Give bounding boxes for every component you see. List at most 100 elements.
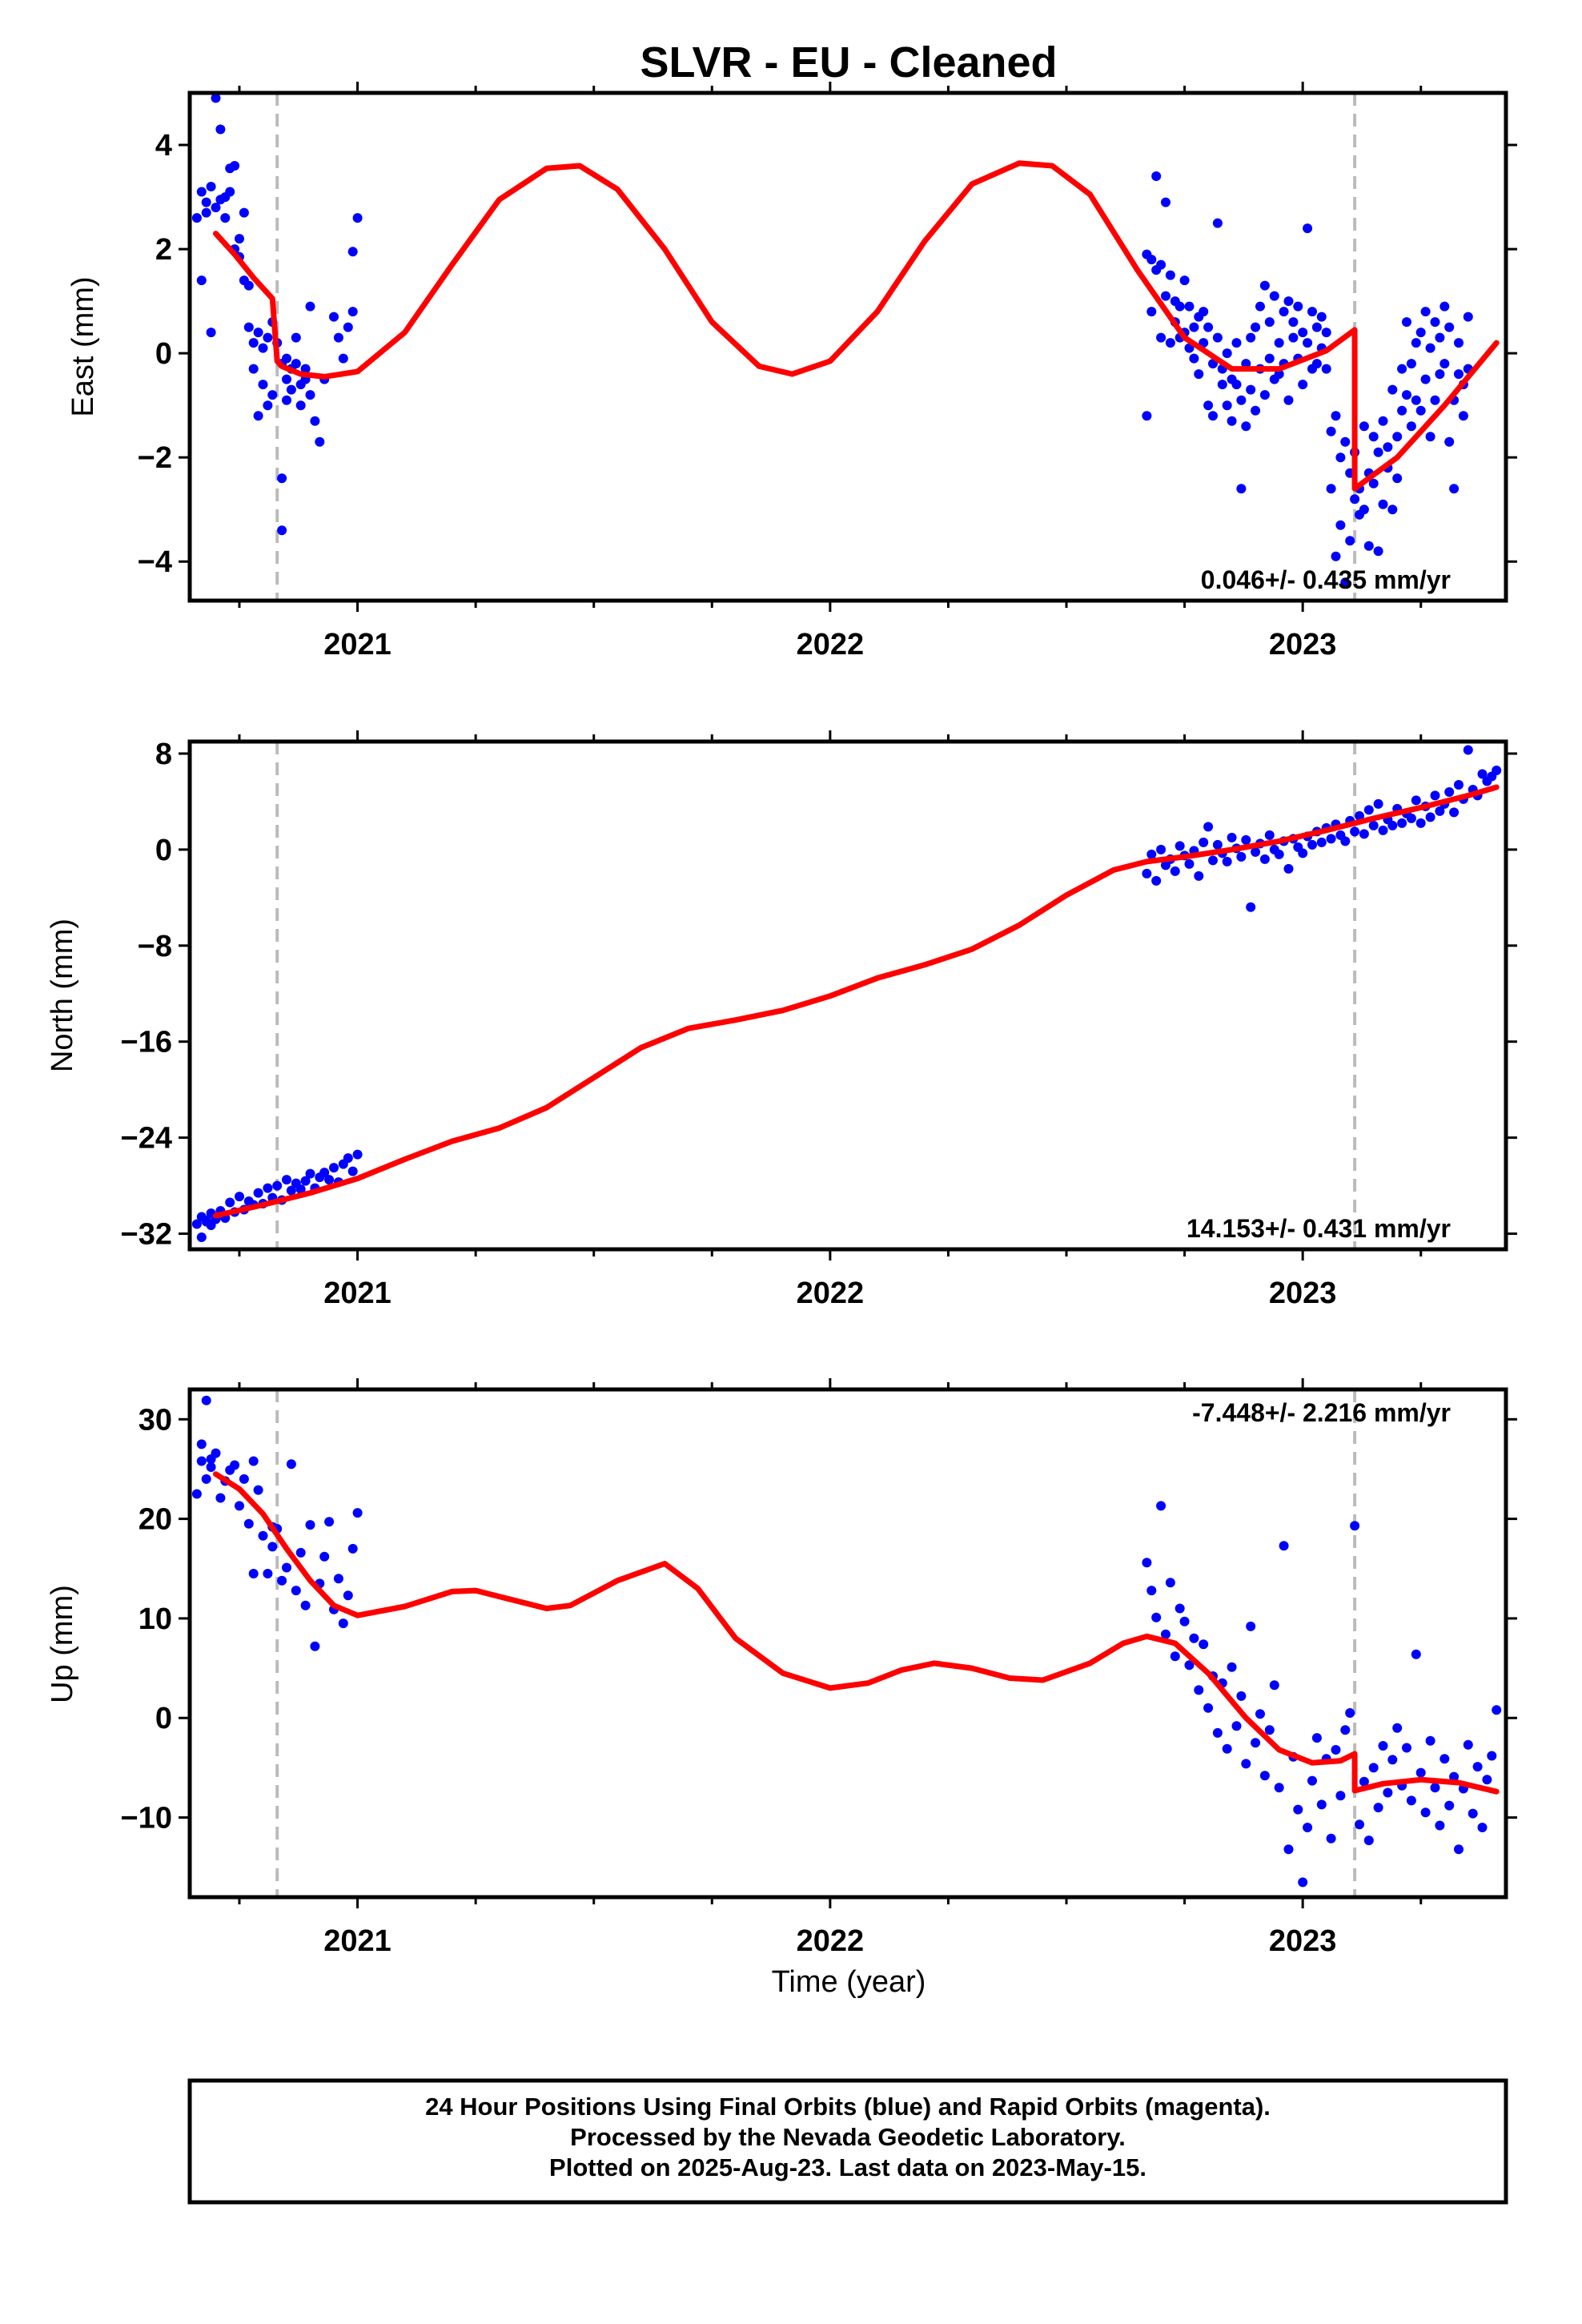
east-data-point	[1430, 317, 1440, 328]
up-data-point	[1392, 1723, 1403, 1733]
east-data-point	[1415, 328, 1426, 338]
east-xtick-label: 2023	[1269, 628, 1337, 661]
east-data-point	[347, 307, 358, 317]
north-xtick-label: 2023	[1269, 1277, 1337, 1310]
east-xtick-label: 2021	[323, 628, 391, 661]
east-data-point	[239, 207, 249, 218]
up-data-point	[1259, 1771, 1270, 1781]
east-data-point	[1444, 322, 1455, 332]
east-data-point	[191, 213, 202, 223]
east-data-point	[1430, 395, 1440, 405]
east-data-point	[1165, 270, 1175, 280]
east-data-point	[1217, 380, 1227, 390]
east-data-point	[1303, 223, 1313, 234]
up-data-point	[1326, 1833, 1336, 1844]
north-ytick-label: −16	[121, 1026, 172, 1059]
up-data-point	[291, 1586, 301, 1596]
east-data-point	[286, 384, 296, 395]
east-data-point	[258, 380, 268, 390]
up-data-point	[300, 1600, 311, 1610]
north-xtick-label: 2021	[323, 1277, 391, 1310]
east-data-point	[1397, 405, 1407, 416]
east-data-point	[1227, 416, 1237, 426]
east-data-point	[1435, 369, 1445, 380]
up-data-point	[1402, 1743, 1411, 1753]
east-data-point	[1439, 359, 1450, 369]
east-data-point	[1288, 317, 1299, 328]
up-data-point	[1236, 1691, 1247, 1701]
east-data-point	[1251, 322, 1261, 332]
east-data-point	[1203, 400, 1214, 411]
east-data-point	[310, 416, 320, 426]
east-model-line	[213, 160, 1500, 492]
east-data-point	[215, 124, 226, 135]
east-data-point	[1259, 280, 1270, 291]
east-data-point	[1269, 291, 1279, 301]
up-ytick-label: 30	[139, 1403, 172, 1437]
up-ytick-label: 0	[155, 1702, 172, 1735]
north-data-point	[225, 1197, 235, 1208]
east-data-point	[1439, 301, 1450, 312]
up-data-point	[1492, 1705, 1502, 1715]
up-data-point	[1255, 1709, 1265, 1719]
east-data-point	[1415, 405, 1426, 416]
east-data-point	[1251, 405, 1261, 416]
east-data-point	[1199, 307, 1209, 317]
up-data-point	[1449, 1771, 1460, 1782]
east-data-point	[1311, 322, 1322, 332]
east-data-point	[211, 203, 221, 213]
north-data-point	[191, 1219, 202, 1229]
up-data-point	[1359, 1776, 1369, 1787]
east-data-point	[1363, 541, 1374, 551]
north-data-point	[1326, 834, 1336, 844]
up-data-point	[1189, 1633, 1199, 1643]
up-data-point	[1378, 1741, 1388, 1751]
east-data-point	[1194, 369, 1204, 380]
east-data-point	[1142, 411, 1152, 421]
footer-line-3: Plotted on 2025-Aug-23. Last data on 202…	[549, 2153, 1146, 2181]
north-ytick-label: 8	[155, 738, 172, 771]
up-data-point	[1179, 1616, 1190, 1626]
north-plot-area	[191, 742, 1502, 1249]
up-data-point	[295, 1547, 306, 1558]
up-data-point	[201, 1395, 211, 1405]
up-data-point	[310, 1641, 320, 1651]
east-data-point	[1246, 332, 1256, 343]
east-data-point	[295, 400, 306, 411]
up-xtick-label: 2021	[323, 1924, 391, 1958]
up-data-point	[1482, 1775, 1492, 1785]
east-data-point	[1321, 328, 1331, 338]
east-data-point	[206, 182, 216, 191]
east-data-point	[196, 275, 207, 286]
north-data-point	[1259, 854, 1270, 864]
east-axis-label: East (mm)	[66, 276, 100, 416]
north-model-line	[213, 784, 1500, 1219]
east-data-point	[1411, 338, 1421, 348]
up-data-point	[1415, 1767, 1426, 1778]
east-data-point	[1350, 494, 1360, 505]
east-data-point	[211, 93, 221, 103]
up-data-point	[286, 1459, 296, 1470]
east-data-point	[1435, 332, 1445, 343]
east-data-point	[1463, 312, 1473, 322]
up-data-point	[1335, 1791, 1346, 1801]
up-data-point	[248, 1456, 259, 1466]
east-data-point	[235, 234, 244, 244]
east-data-point	[243, 280, 254, 291]
north-data-point	[1363, 805, 1374, 815]
east-data-point	[291, 332, 301, 343]
up-data-point	[1345, 1708, 1355, 1718]
up-data-point	[343, 1590, 353, 1601]
north-data-point	[1492, 766, 1502, 775]
east-data-point	[1331, 411, 1341, 421]
east-data-point	[1420, 307, 1431, 317]
up-data-point	[1194, 1685, 1204, 1695]
east-data-point	[1259, 390, 1270, 400]
up-data-point	[1227, 1662, 1237, 1672]
up-data-point	[1170, 1651, 1180, 1662]
east-xtick-label: 2022	[797, 628, 865, 661]
east-data-point	[1406, 359, 1416, 369]
north-data-point	[1146, 849, 1157, 859]
north-data-point	[1170, 866, 1180, 876]
north-data-point	[343, 1153, 353, 1164]
